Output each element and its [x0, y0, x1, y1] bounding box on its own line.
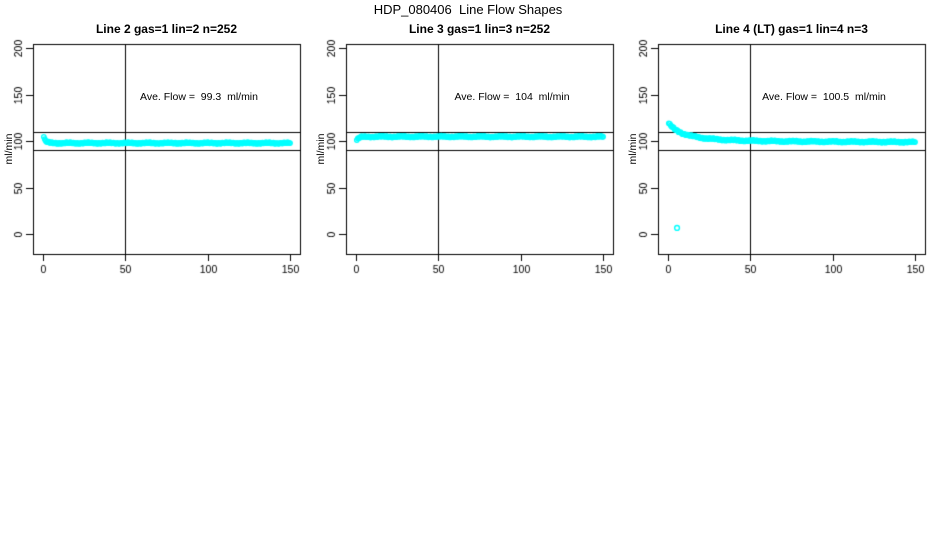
ave-flow-annotation-line3: Ave. Flow = 104 ml/min: [454, 91, 570, 103]
figure-title: HDP_080406 Line Flow Shapes: [373, 2, 563, 17]
y-axis-label-line3: ml/min: [315, 133, 327, 165]
y-axis-label-line2: ml/min: [3, 133, 15, 165]
ave-flow-annotation-line4: Ave. Flow = 100.5 ml/min: [762, 91, 886, 103]
panel-title-line4: Line 4 (LT) gas=1 lin=4 n=3: [715, 22, 868, 36]
panel-title-line3: Line 3 gas=1 lin=3 n=252: [408, 22, 551, 36]
plots-canvas: [0, 0, 936, 300]
panel-title-line2: Line 2 gas=1 lin=2 n=252: [95, 22, 238, 36]
y-axis-label-line4: ml/min: [627, 133, 639, 165]
ave-flow-annotation-line2: Ave. Flow = 99.3 ml/min: [140, 91, 258, 103]
